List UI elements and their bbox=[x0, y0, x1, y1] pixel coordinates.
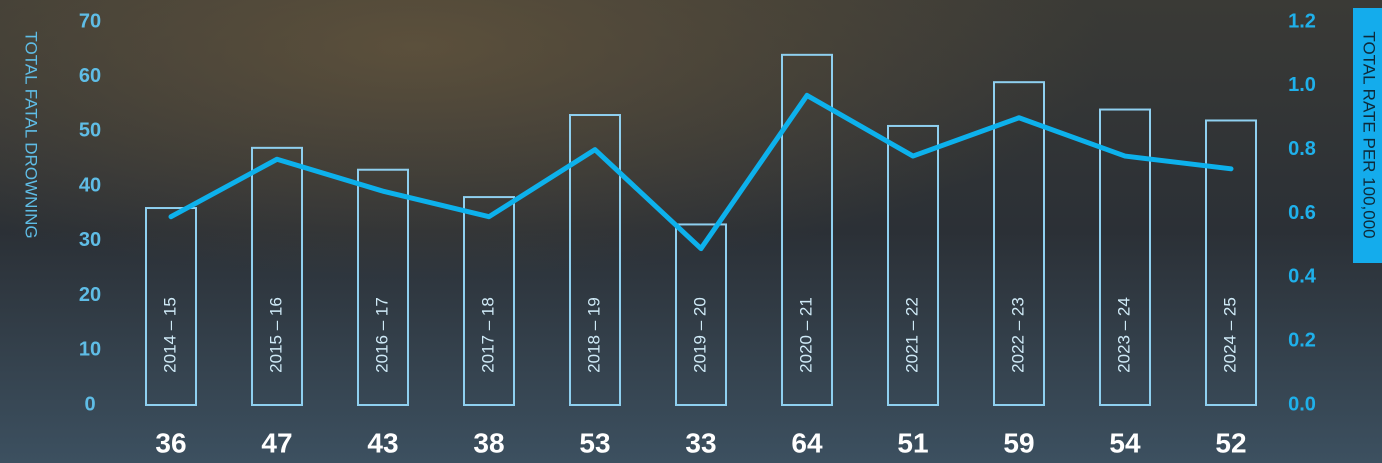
y2-tick-label: 0.2 bbox=[1288, 329, 1316, 351]
y-tick-label: 20 bbox=[79, 284, 101, 306]
bar-category-label: 2017 – 18 bbox=[478, 297, 497, 373]
bar-category-label: 2023 – 24 bbox=[1114, 297, 1133, 373]
value-label: 43 bbox=[367, 427, 398, 458]
bar-category-label: 2016 – 17 bbox=[372, 297, 391, 373]
y2-tick-label: 0.0 bbox=[1288, 393, 1316, 415]
value-label: 53 bbox=[579, 427, 610, 458]
value-label: 51 bbox=[897, 427, 928, 458]
bar-category-label: 2024 – 25 bbox=[1220, 297, 1239, 373]
y2-axis-title: TOTAL RATE PER 100,000 bbox=[1360, 31, 1379, 238]
bar-category-label: 2014 – 15 bbox=[160, 297, 179, 373]
y-tick-label: 60 bbox=[79, 65, 101, 87]
value-label: 36 bbox=[155, 427, 186, 458]
y2-tick-label: 0.4 bbox=[1288, 266, 1317, 288]
value-label: 59 bbox=[1003, 427, 1034, 458]
bar-category-label: 2015 – 16 bbox=[266, 297, 285, 373]
bar-category-label: 2019 – 20 bbox=[690, 297, 709, 373]
y-tick-label: 0 bbox=[84, 393, 95, 415]
y-axis-title: TOTAL FATAL DROWNING bbox=[22, 31, 41, 238]
y2-tick-label: 1.2 bbox=[1288, 10, 1316, 32]
bar-category-label: 2020 – 21 bbox=[796, 297, 815, 373]
chart: TOTAL FATAL DROWNING TOTAL RATE PER 100,… bbox=[0, 0, 1382, 463]
value-label: 64 bbox=[791, 427, 823, 458]
bar-category-label: 2018 – 19 bbox=[584, 297, 603, 373]
bar-category-label: 2022 – 23 bbox=[1008, 297, 1027, 373]
value-label: 52 bbox=[1215, 427, 1246, 458]
y-tick-label: 50 bbox=[79, 120, 101, 142]
value-label: 33 bbox=[685, 427, 716, 458]
background-glow bbox=[0, 0, 1382, 463]
y2-tick-label: 1.0 bbox=[1288, 74, 1316, 96]
y-tick-label: 40 bbox=[79, 174, 101, 196]
value-label: 38 bbox=[473, 427, 504, 458]
y2-tick-label: 0.8 bbox=[1288, 138, 1316, 160]
y-tick-label: 10 bbox=[79, 339, 101, 361]
y-tick-label: 30 bbox=[79, 229, 101, 251]
bar-category-label: 2021 – 22 bbox=[902, 297, 921, 373]
value-label: 54 bbox=[1109, 427, 1141, 458]
y-tick-label: 70 bbox=[79, 10, 101, 32]
y2-tick-label: 0.6 bbox=[1288, 202, 1316, 224]
value-label: 47 bbox=[261, 427, 292, 458]
